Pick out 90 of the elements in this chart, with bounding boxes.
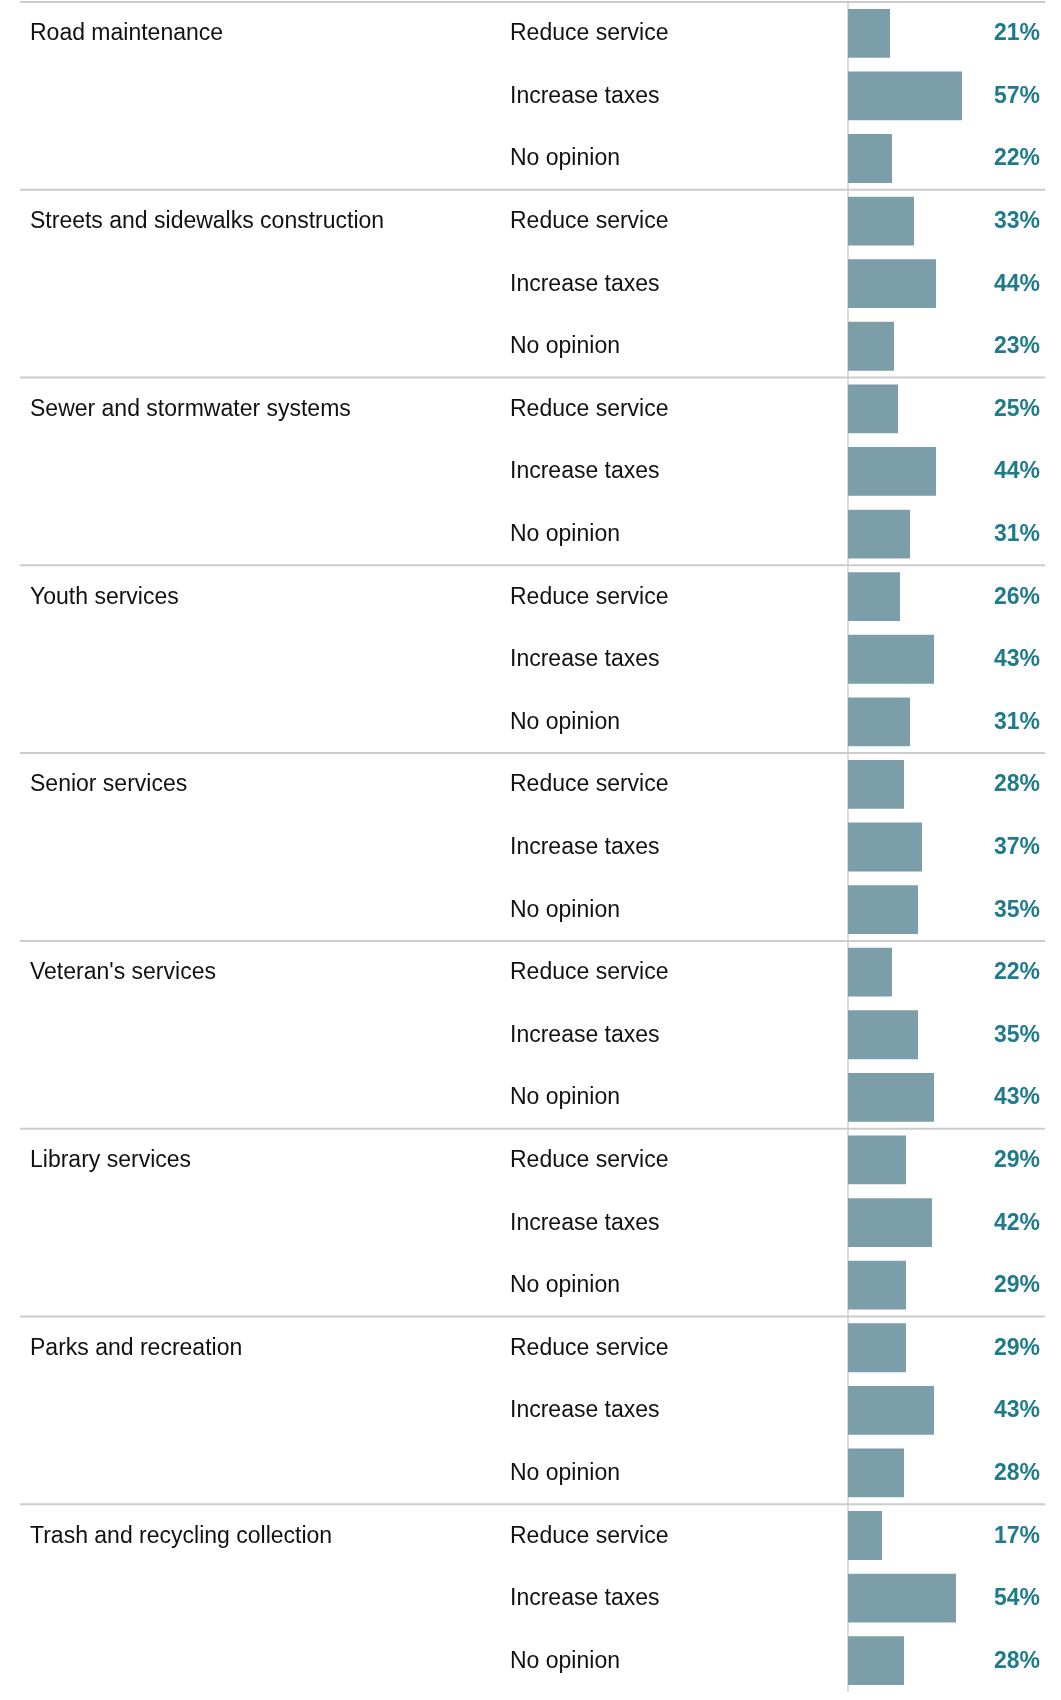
data-label: 43% <box>993 645 1040 672</box>
y-tick-label: Reduce service <box>510 19 669 46</box>
bar <box>848 134 892 183</box>
text: Veteran's services <box>30 958 216 985</box>
data-label: 22% <box>993 958 1040 985</box>
data-label: 42% <box>993 1208 1040 1235</box>
y-tick-label: Increase taxes <box>510 833 660 859</box>
y-tick-label: No opinion <box>510 332 620 359</box>
data-label: 35% <box>993 895 1040 922</box>
bar <box>848 1636 904 1686</box>
data-label: 44% <box>993 269 1040 296</box>
data-label: 31% <box>993 707 1040 734</box>
y-tick-label: No opinion <box>510 895 620 922</box>
data-label: 28% <box>993 1458 1040 1485</box>
bar <box>848 1010 918 1060</box>
y-tick-label: Reduce service <box>510 1521 669 1548</box>
y-tick-label: Increase taxes <box>510 1584 660 1611</box>
data-label: 21% <box>993 19 1040 46</box>
y-tick-label: No opinion <box>510 1458 620 1485</box>
text: Parks and recreation <box>30 1333 243 1360</box>
bar <box>848 1511 882 1560</box>
bar <box>848 1448 904 1498</box>
y-tick-label: Reduce service <box>510 582 669 609</box>
bar <box>848 259 936 309</box>
y-tick-label: No opinion <box>510 707 620 734</box>
text: Senior services <box>30 770 188 797</box>
y-tick-label: No opinion <box>510 1271 620 1298</box>
y-tick-label: No opinion <box>510 144 620 171</box>
bar <box>848 760 904 809</box>
data-label: 37% <box>993 833 1040 859</box>
y-tick-label: Reduce service <box>510 394 669 421</box>
data-label: 23% <box>993 332 1040 359</box>
bar <box>848 885 918 934</box>
bar <box>848 947 892 997</box>
data-label: 33% <box>993 207 1040 234</box>
y-tick-label: No opinion <box>510 1646 620 1673</box>
y-tick-label: Reduce service <box>510 958 669 985</box>
y-tick-label: Increase taxes <box>510 1020 660 1047</box>
bar <box>848 822 922 872</box>
y-tick-label: No opinion <box>510 1083 620 1110</box>
y-tick-label: Increase taxes <box>510 1396 660 1423</box>
y-tick-label: Increase taxes <box>510 645 660 672</box>
y-tick-label: Reduce service <box>510 207 669 234</box>
text: Trash and recycling collection <box>30 1521 333 1548</box>
bar <box>848 1385 934 1435</box>
data-label: 54% <box>993 1584 1040 1611</box>
data-label: 44% <box>993 457 1040 484</box>
text: Road maintenance <box>30 19 224 46</box>
bar <box>848 1135 906 1185</box>
y-tick-label: Increase taxes <box>510 81 660 108</box>
bar <box>848 1260 906 1310</box>
data-label: 57% <box>993 81 1040 108</box>
bar <box>848 697 910 747</box>
bar <box>848 8 890 58</box>
y-tick-label: Reduce service <box>510 1333 669 1360</box>
bar <box>848 384 898 434</box>
bar <box>848 447 936 496</box>
data-label: 29% <box>993 1333 1040 1360</box>
text: Youth services <box>30 582 179 609</box>
text: Sewer and stormwater systems <box>30 394 351 421</box>
data-label: 25% <box>993 394 1040 421</box>
text: Library services <box>30 1145 192 1172</box>
bar <box>848 634 934 684</box>
y-tick-label: Increase taxes <box>510 1208 660 1235</box>
data-label: 29% <box>993 1145 1040 1172</box>
data-label: 29% <box>993 1271 1040 1298</box>
data-label: 31% <box>993 520 1040 547</box>
data-label: 28% <box>993 770 1040 797</box>
data-label: 17% <box>993 1521 1040 1548</box>
bar <box>848 1072 934 1122</box>
y-tick-label: No opinion <box>510 520 620 547</box>
data-label: 26% <box>993 582 1040 609</box>
data-label: 22% <box>993 144 1040 171</box>
bar <box>848 321 894 371</box>
bar <box>848 71 962 121</box>
y-tick-label: Reduce service <box>510 1145 669 1172</box>
bar <box>848 1198 932 1247</box>
data-label: 28% <box>993 1646 1040 1673</box>
y-tick-label: Reduce service <box>510 770 669 797</box>
data-label: 43% <box>993 1083 1040 1110</box>
data-label: 43% <box>993 1396 1040 1423</box>
bar <box>848 1323 906 1373</box>
text: Streets and sidewalks construction <box>30 207 385 234</box>
y-tick-label: Increase taxes <box>510 269 660 296</box>
bar <box>848 196 914 246</box>
bar <box>848 1573 956 1623</box>
y-tick-label: Increase taxes <box>510 457 660 484</box>
bar <box>848 572 900 622</box>
bar <box>848 509 910 559</box>
data-label: 35% <box>993 1020 1040 1047</box>
